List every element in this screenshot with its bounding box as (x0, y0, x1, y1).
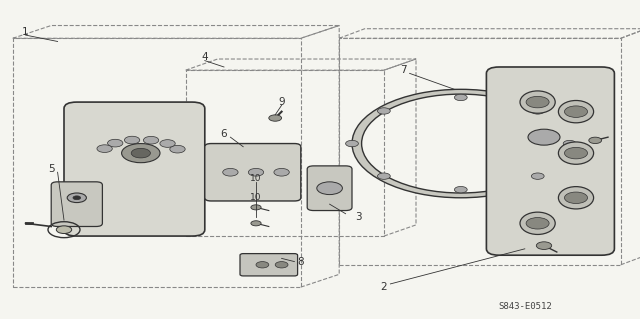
Text: 3: 3 (355, 212, 362, 222)
Text: 8: 8 (298, 256, 304, 267)
FancyBboxPatch shape (307, 166, 352, 211)
Circle shape (454, 94, 467, 100)
Circle shape (122, 144, 160, 163)
Text: 5: 5 (48, 164, 54, 174)
Text: 7: 7 (400, 65, 406, 75)
FancyBboxPatch shape (240, 254, 298, 276)
FancyBboxPatch shape (64, 102, 205, 236)
Text: 9: 9 (278, 97, 285, 107)
Circle shape (131, 148, 150, 158)
Text: 10: 10 (250, 193, 262, 202)
Circle shape (143, 137, 159, 144)
Circle shape (536, 242, 552, 249)
Circle shape (317, 182, 342, 195)
Circle shape (170, 145, 185, 153)
Ellipse shape (520, 91, 556, 113)
Circle shape (67, 193, 86, 203)
Circle shape (124, 136, 140, 144)
Circle shape (248, 168, 264, 176)
Ellipse shape (558, 100, 594, 123)
Circle shape (269, 115, 282, 121)
Text: 4: 4 (202, 52, 208, 63)
Ellipse shape (558, 142, 594, 164)
Circle shape (531, 173, 544, 179)
Ellipse shape (520, 212, 556, 234)
Circle shape (97, 145, 112, 152)
Circle shape (251, 221, 261, 226)
Text: 1: 1 (22, 27, 29, 37)
Circle shape (73, 196, 81, 200)
Circle shape (108, 139, 123, 147)
FancyBboxPatch shape (486, 67, 614, 255)
Circle shape (56, 226, 72, 234)
Text: 10: 10 (250, 174, 262, 183)
Circle shape (563, 140, 576, 147)
Circle shape (274, 168, 289, 176)
Circle shape (564, 147, 588, 159)
Circle shape (454, 186, 467, 193)
Circle shape (223, 168, 238, 176)
Circle shape (564, 106, 588, 117)
Circle shape (378, 173, 390, 179)
Circle shape (275, 262, 288, 268)
Circle shape (589, 137, 602, 144)
Circle shape (160, 140, 175, 147)
FancyBboxPatch shape (205, 144, 301, 201)
Circle shape (531, 108, 544, 114)
Circle shape (346, 140, 358, 147)
Ellipse shape (558, 187, 594, 209)
Circle shape (378, 108, 390, 114)
Circle shape (528, 129, 560, 145)
Circle shape (526, 96, 549, 108)
Circle shape (564, 192, 588, 204)
Circle shape (256, 262, 269, 268)
Circle shape (251, 205, 261, 210)
Text: 2: 2 (381, 282, 387, 292)
Circle shape (526, 218, 549, 229)
FancyBboxPatch shape (51, 182, 102, 226)
Text: 6: 6 (221, 129, 227, 139)
Text: S843-E0512: S843-E0512 (498, 302, 552, 311)
